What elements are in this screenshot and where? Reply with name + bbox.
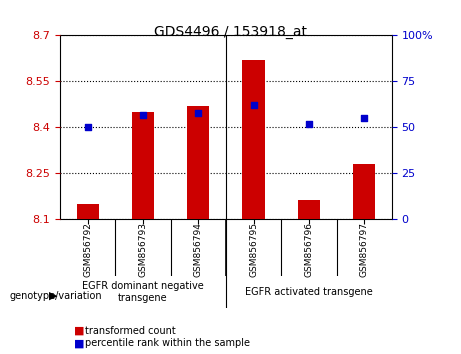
Bar <box>242 60 265 219</box>
Bar <box>77 204 99 219</box>
Text: ■: ■ <box>74 338 84 348</box>
Text: genotype/variation: genotype/variation <box>9 291 102 301</box>
Text: EGFR activated transgene: EGFR activated transgene <box>245 287 373 297</box>
Point <box>195 110 202 115</box>
Point <box>305 121 313 127</box>
Text: GSM856795: GSM856795 <box>249 222 258 277</box>
Text: ■: ■ <box>74 326 84 336</box>
Text: GSM856793: GSM856793 <box>138 222 148 277</box>
Point <box>361 115 368 121</box>
Text: percentile rank within the sample: percentile rank within the sample <box>85 338 250 348</box>
Text: GSM856796: GSM856796 <box>304 222 313 277</box>
Text: GDS4496 / 153918_at: GDS4496 / 153918_at <box>154 25 307 39</box>
Text: ▶: ▶ <box>49 291 58 301</box>
Bar <box>132 112 154 219</box>
Point <box>250 103 257 108</box>
Point <box>84 125 91 130</box>
Text: GSM856792: GSM856792 <box>83 222 92 277</box>
Text: EGFR dominant negative
transgene: EGFR dominant negative transgene <box>82 281 204 303</box>
Bar <box>353 164 375 219</box>
Text: GSM856797: GSM856797 <box>360 222 369 277</box>
Text: transformed count: transformed count <box>85 326 176 336</box>
Bar <box>187 106 209 219</box>
Bar <box>298 200 320 219</box>
Text: GSM856794: GSM856794 <box>194 222 203 277</box>
Point <box>139 112 147 118</box>
